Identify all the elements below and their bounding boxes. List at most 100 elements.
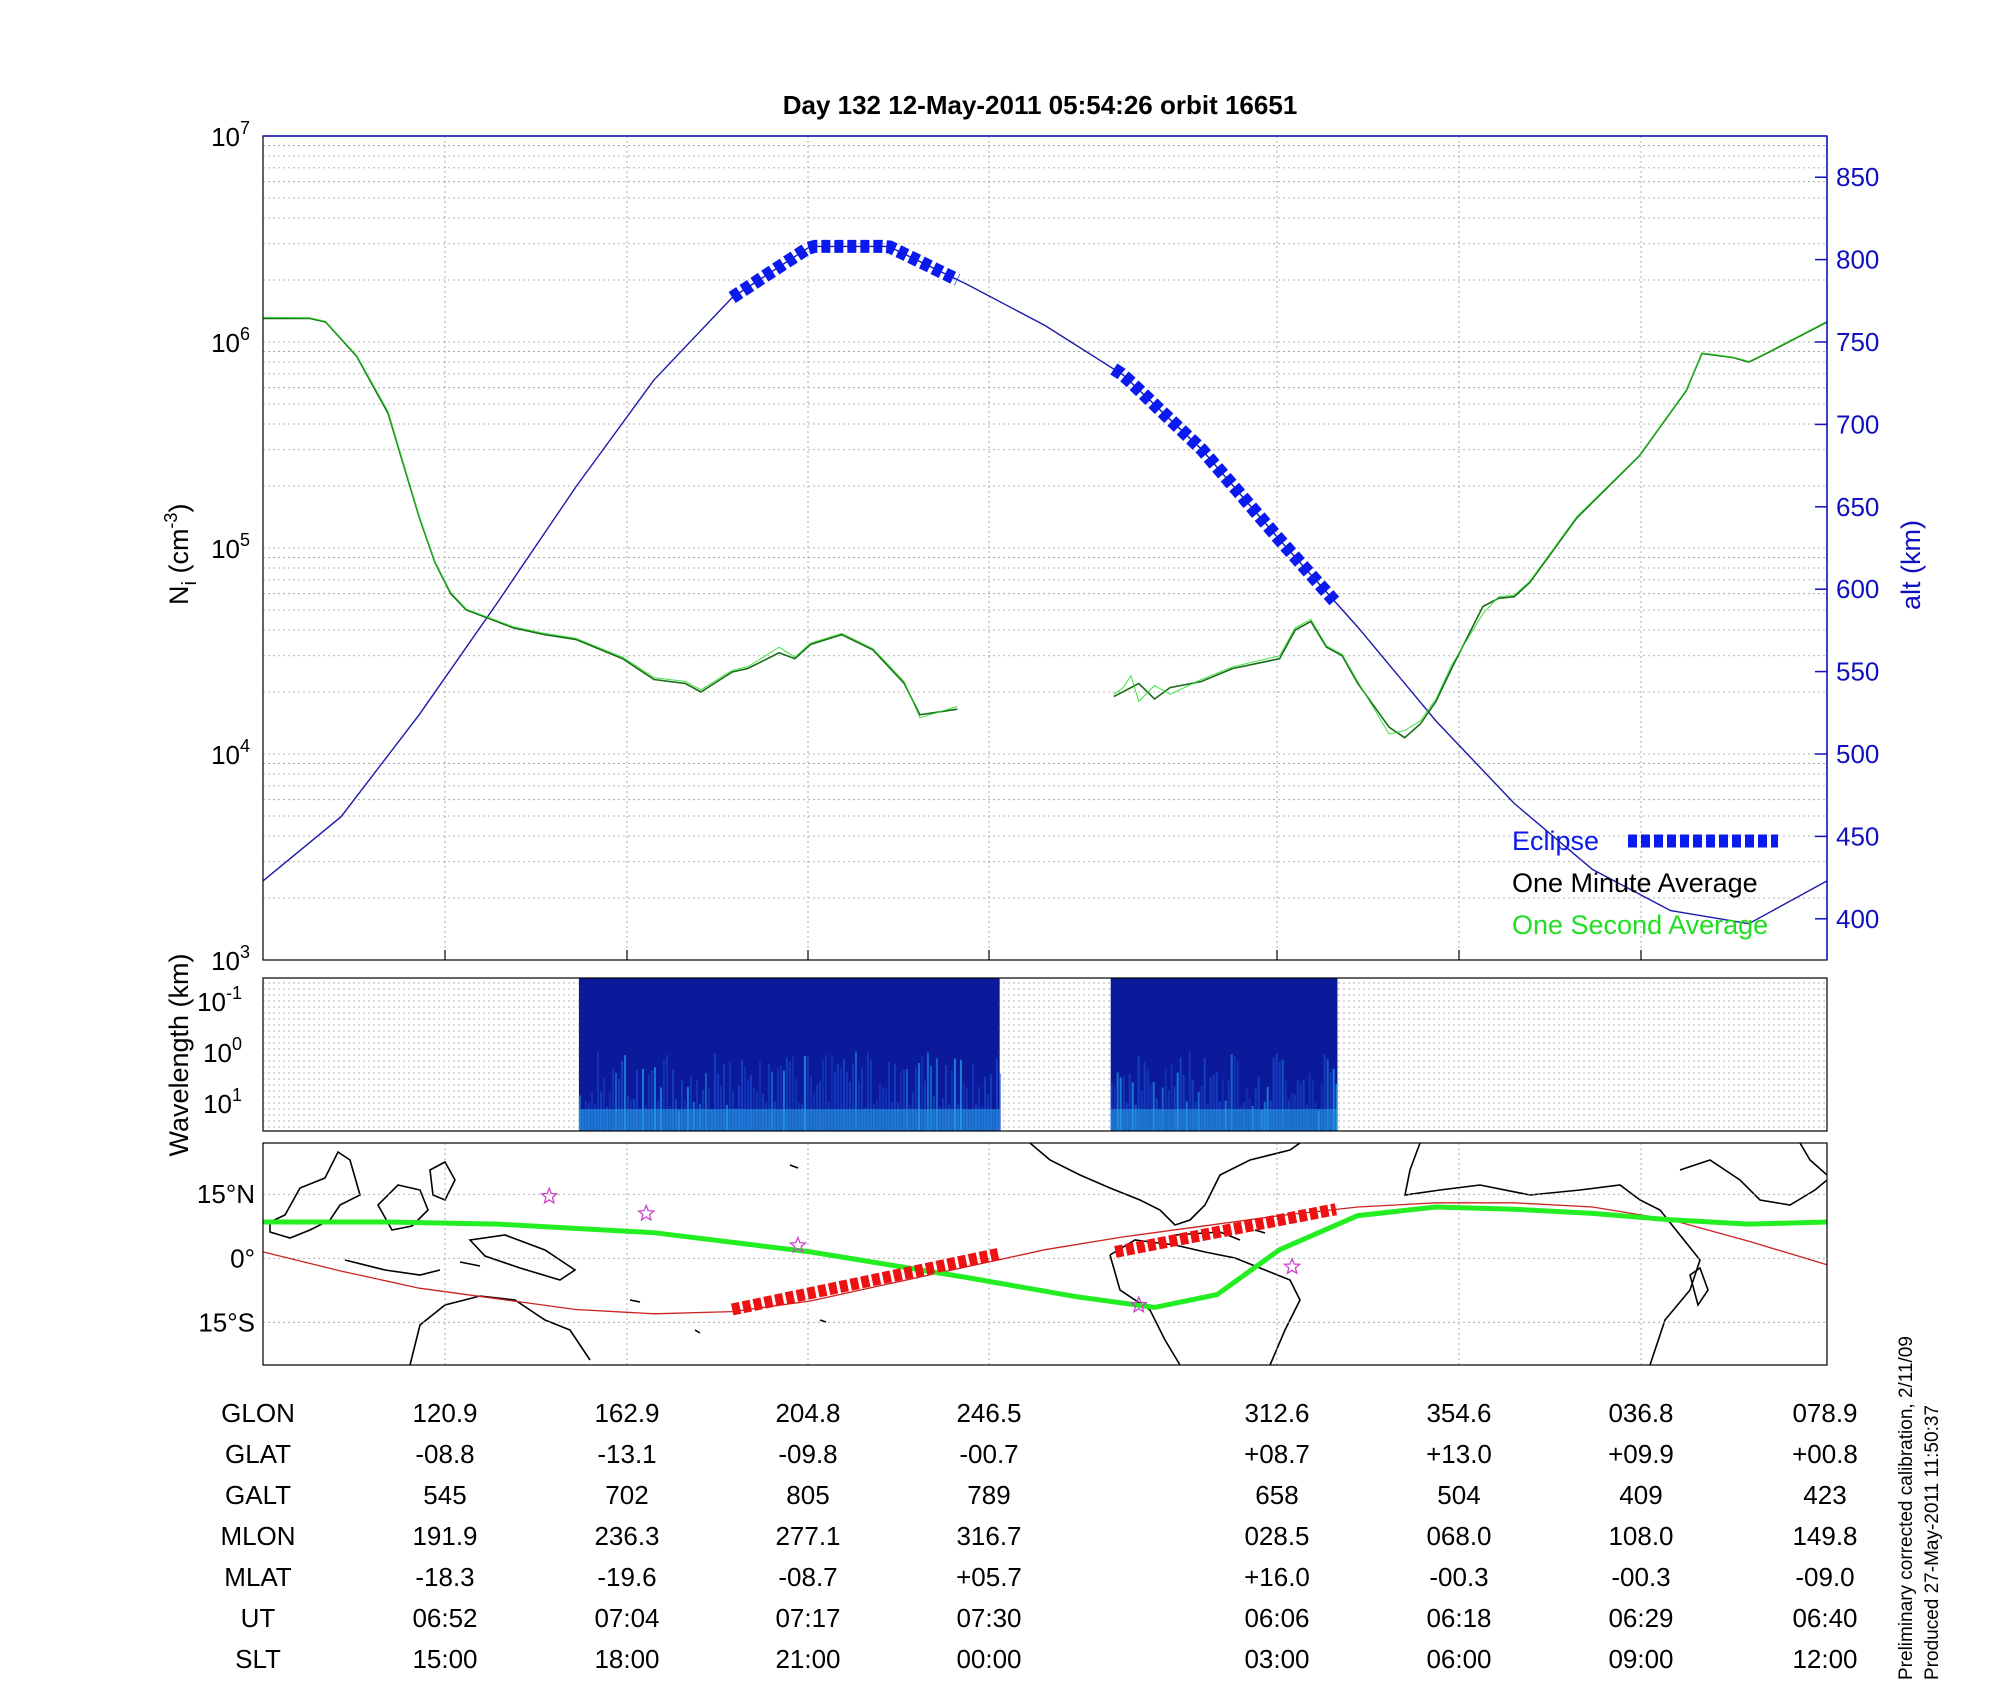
- table-row-label: UT: [241, 1603, 276, 1633]
- table-cell: -00.7: [959, 1439, 1018, 1469]
- spectrogram-texture: [1215, 1071, 1218, 1131]
- calibration-note: Preliminary corrected calibration, 2/11/…: [1896, 1336, 1917, 1680]
- station-star-marker: [1129, 1295, 1149, 1314]
- table-cell: +08.7: [1244, 1439, 1310, 1469]
- spectrogram-texture: [1203, 1057, 1206, 1131]
- table-cell: 06:29: [1608, 1603, 1673, 1633]
- spectrogram-texture: [1209, 1077, 1212, 1131]
- spectrogram-texture: [935, 1058, 938, 1131]
- map-y-ticks: 15°N 0° 15°S: [197, 1179, 255, 1337]
- spectrogram-texture: [653, 1067, 656, 1131]
- table-cell: 204.8: [775, 1398, 840, 1428]
- wavelength-plot-area: [263, 978, 1827, 1131]
- spectrogram-texture: [1179, 1057, 1182, 1131]
- legend-one-second-label: One Second Average: [1512, 910, 1768, 940]
- spectrogram-texture: [782, 1070, 785, 1131]
- ion-density-panel: 103 104 105 106 107 400 450 500 550 600 650 700 750…: [161, 118, 1926, 976]
- spectrogram-texture: [1302, 1079, 1305, 1131]
- table-cell: +16.0: [1244, 1562, 1310, 1592]
- spectrogram-texture: [1284, 1080, 1287, 1131]
- spectrogram-texture: [1176, 1072, 1179, 1131]
- table-cell: +00.8: [1792, 1439, 1858, 1469]
- station-star-marker: [636, 1203, 656, 1222]
- spectrogram-texture: [821, 1059, 824, 1131]
- table-cell: 236.3: [594, 1521, 659, 1551]
- eclipse-line: [1110, 363, 1340, 606]
- spectrogram-texture: [767, 1063, 770, 1131]
- map-eclipse-line: [730, 1248, 1000, 1316]
- table-cell: +05.7: [956, 1562, 1022, 1592]
- spectrogram-texture: [893, 1063, 896, 1131]
- map-latitude-label: 0°: [230, 1243, 255, 1273]
- spectrogram-texture: [1119, 1077, 1122, 1131]
- coast-philippines: [429, 1160, 456, 1202]
- coast-indonesia-islands: [344, 1259, 481, 1276]
- spectrogram-texture: [1311, 1080, 1314, 1131]
- spectrogram-texture: [602, 1078, 605, 1131]
- density-tick-label: 104: [211, 736, 250, 770]
- spectrogram-texture: [830, 1055, 833, 1131]
- spectrogram-texture: [662, 1060, 665, 1131]
- spectrogram-texture: [914, 1066, 917, 1131]
- spectrogram-texture: [746, 1080, 749, 1131]
- coast-north-america: [1029, 1142, 1301, 1226]
- table-cell: 162.9: [594, 1398, 659, 1428]
- table-cell: 078.9: [1792, 1398, 1857, 1428]
- table-cell: 120.9: [412, 1398, 477, 1428]
- table-cell: 504: [1437, 1480, 1480, 1510]
- spectrogram-texture: [1128, 1073, 1131, 1131]
- map-lines: [262, 1186, 1828, 1316]
- spectrogram-texture: [689, 1076, 692, 1131]
- spectrogram-texture: [1152, 1081, 1155, 1131]
- ion-density-lines: [262, 239, 1828, 925]
- altitude-tick-label: 650: [1836, 492, 1879, 522]
- spectrogram-texture: [878, 1083, 881, 1131]
- table-cell: 06:18: [1426, 1603, 1491, 1633]
- one-second-average-line: [1113, 320, 1828, 735]
- table-cell: 21:00: [775, 1644, 840, 1674]
- spectrogram-texture: [1110, 1082, 1113, 1131]
- spectrogram-low-band: [578, 1109, 1000, 1131]
- spectrogram-texture: [1335, 1083, 1338, 1131]
- altitude-tick-label: 550: [1836, 657, 1879, 687]
- table-cell: 108.0: [1608, 1521, 1673, 1551]
- spectrogram-texture: [665, 1054, 668, 1131]
- table-row-label: MLON: [220, 1521, 295, 1551]
- spectrogram-texture: [737, 1085, 740, 1131]
- spectrogram-texture: [1257, 1076, 1260, 1131]
- spectrogram-texture: [839, 1068, 842, 1131]
- spectrogram-texture: [971, 1063, 974, 1131]
- altitude-tick-label: 500: [1836, 739, 1879, 769]
- spectrogram-texture: [1188, 1051, 1191, 1131]
- spectrogram-texture: [719, 1085, 722, 1131]
- map-grid: [263, 1143, 1827, 1365]
- spectrogram-texture: [1143, 1062, 1146, 1131]
- spectrogram-texture: [794, 1078, 797, 1131]
- table-cell: 06:06: [1244, 1603, 1309, 1633]
- spectrogram-texture: [716, 1073, 719, 1131]
- spectrogram-texture: [1149, 1083, 1152, 1131]
- table-cell: 149.8: [1792, 1521, 1857, 1551]
- coastlines: [269, 1142, 1828, 1366]
- table-cell: -19.6: [597, 1562, 656, 1592]
- spectrogram-texture: [1281, 1059, 1284, 1131]
- spectrogram-texture: [1332, 1068, 1335, 1131]
- coast-borneo: [377, 1184, 429, 1231]
- spectrogram-texture: [1146, 1068, 1149, 1131]
- spectrogram-texture: [770, 1071, 773, 1131]
- altitude-tick-label: 450: [1836, 821, 1879, 851]
- spectrogram-texture: [818, 1081, 821, 1131]
- spectrogram-texture: [614, 1072, 617, 1131]
- table-cell: -00.3: [1611, 1562, 1670, 1592]
- spectrogram-texture: [953, 1058, 956, 1131]
- coast-europe-africa: [1403, 1142, 1701, 1366]
- spectrogram-texture: [791, 1056, 794, 1131]
- spectrogram-texture: [1275, 1053, 1278, 1131]
- density-y-ticks: 103 104 105 106 107: [211, 118, 250, 976]
- table-cell: 12:00: [1792, 1644, 1857, 1674]
- table-cell: 09:00: [1608, 1644, 1673, 1674]
- spectrogram-texture: [1212, 1075, 1215, 1131]
- altitude-tick-label: 800: [1836, 245, 1879, 275]
- spectrogram-texture: [1308, 1073, 1311, 1131]
- table-cell: 06:00: [1426, 1644, 1491, 1674]
